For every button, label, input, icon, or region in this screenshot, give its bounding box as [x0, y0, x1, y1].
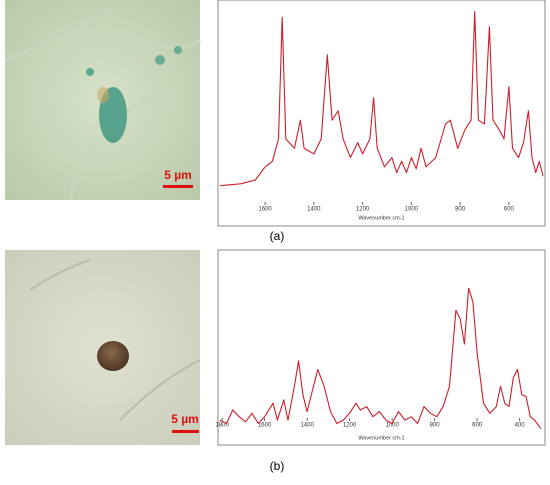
- x-tick-label: 400: [515, 423, 526, 429]
- panel-label: (a): [270, 229, 285, 243]
- micrograph-b: [5, 250, 201, 445]
- micrograph-a: [4, 0, 202, 201]
- x-axis-label: Wavenumber cm-1: [358, 215, 404, 221]
- x-tick-label: 1200: [343, 423, 357, 429]
- spectrum-line: [219, 287, 542, 429]
- x-tick-label: 800: [430, 423, 441, 429]
- x-tick-label: 600: [504, 207, 515, 213]
- x-tick-label: 1800: [215, 423, 229, 429]
- scale-bar-label: 5 µm: [164, 168, 192, 182]
- spectrum-line: [219, 11, 544, 187]
- scale-bar-label: 5 µm: [171, 412, 199, 426]
- panel-label: (b): [270, 459, 285, 473]
- chart-frame: [217, 0, 546, 227]
- x-axis-label: Wavenumber cm-1: [358, 435, 404, 441]
- x-tick-label: 800: [455, 207, 466, 213]
- x-tick-label: 1400: [300, 423, 314, 429]
- x-tick-label: 1000: [385, 423, 399, 429]
- chart-frame: [217, 249, 546, 446]
- x-tick-label: 1400: [307, 207, 321, 213]
- x-tick-label: 1200: [356, 207, 370, 213]
- x-tick-label: 600: [472, 423, 483, 429]
- x-tick-label: 1600: [258, 207, 272, 213]
- x-tick-label: 1000: [405, 207, 419, 213]
- x-tick-label: 1600: [258, 423, 272, 429]
